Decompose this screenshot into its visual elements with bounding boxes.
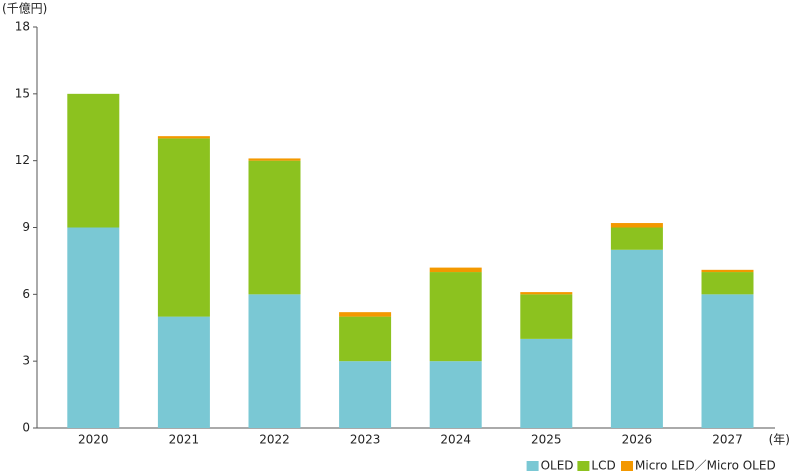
bar-segment bbox=[701, 294, 754, 428]
x-tick-label: 2027 bbox=[712, 433, 743, 447]
legend-label: OLED bbox=[541, 459, 574, 473]
x-tick-label: 2021 bbox=[169, 433, 200, 447]
bar-segment bbox=[339, 361, 392, 428]
y-tick-label: 6 bbox=[22, 287, 30, 301]
bar-segment bbox=[339, 312, 392, 317]
y-axis-unit: (千億円) bbox=[2, 2, 47, 16]
bar-segment bbox=[248, 158, 301, 161]
bar-segment bbox=[610, 249, 663, 428]
bar-segment bbox=[157, 316, 210, 428]
legend-label: LCD bbox=[591, 459, 615, 473]
bar-segment bbox=[429, 272, 482, 362]
y-tick-label: 3 bbox=[22, 354, 30, 368]
bar-segment bbox=[520, 338, 573, 428]
legend-swatch bbox=[526, 461, 539, 471]
y-tick-label: 12 bbox=[15, 153, 30, 167]
bar-segment bbox=[67, 93, 120, 228]
x-tick-label: 2020 bbox=[78, 433, 109, 447]
y-tick-label: 0 bbox=[22, 421, 30, 435]
x-axis-unit: (年) bbox=[769, 433, 790, 447]
legend-swatch bbox=[577, 461, 590, 471]
bar-segment bbox=[157, 136, 210, 139]
bar-segment bbox=[520, 294, 573, 339]
x-tick-label: 2026 bbox=[622, 433, 653, 447]
bar-segment bbox=[157, 138, 210, 317]
x-tick-label: 2022 bbox=[259, 433, 290, 447]
y-tick-label: 9 bbox=[22, 220, 30, 234]
legend-swatch bbox=[621, 461, 633, 471]
bar-segment bbox=[248, 160, 301, 295]
bar-segment bbox=[610, 227, 663, 250]
bar-segment bbox=[701, 272, 754, 295]
bar-segment bbox=[339, 316, 392, 362]
bar-segment bbox=[429, 361, 482, 428]
bar-segment bbox=[248, 294, 301, 428]
y-tick-label: 15 bbox=[15, 86, 30, 100]
y-tick-label: 18 bbox=[15, 20, 30, 34]
bar-segment bbox=[610, 223, 663, 228]
bar-segment bbox=[429, 267, 482, 273]
bar-segment bbox=[67, 227, 120, 428]
bar-segment bbox=[701, 269, 754, 273]
x-tick-label: 2023 bbox=[350, 433, 381, 447]
legend-label: Micro LED／Micro OLED bbox=[635, 459, 776, 473]
bar-segment bbox=[520, 292, 573, 295]
x-tick-label: 2025 bbox=[531, 433, 562, 447]
x-tick-label: 2024 bbox=[440, 433, 471, 447]
